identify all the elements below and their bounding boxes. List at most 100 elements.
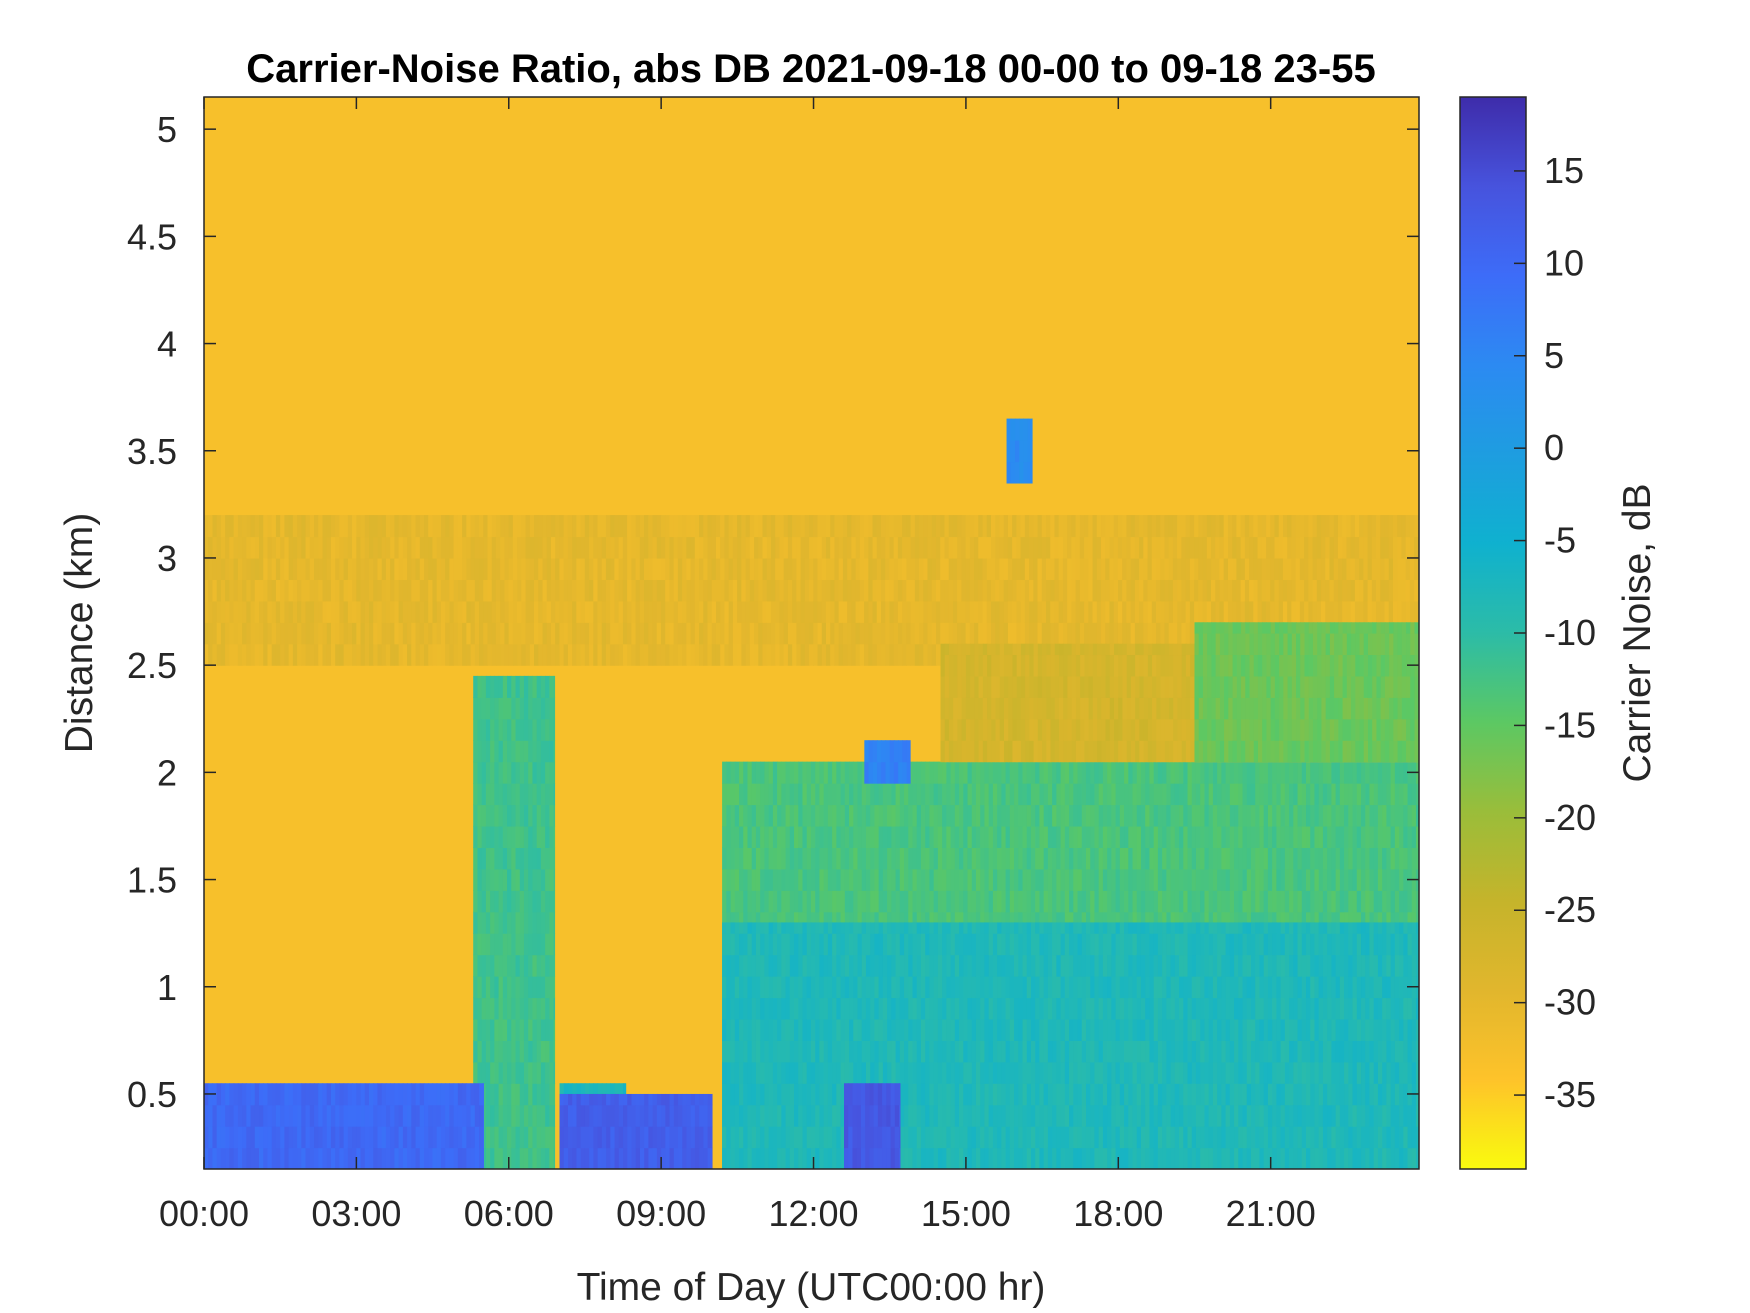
heatmap-cell — [1249, 600, 1254, 623]
heatmap-cell — [770, 579, 776, 602]
heatmap-cell — [1187, 783, 1193, 806]
heatmap-cell — [849, 847, 854, 870]
heatmap-cell — [768, 868, 774, 891]
heatmap-cell — [1079, 579, 1085, 602]
heatmap-cell — [1140, 847, 1146, 870]
heatmap-cell — [813, 515, 819, 538]
heatmap-cell — [1295, 557, 1301, 580]
heatmap-cell — [732, 600, 738, 623]
heatmap-cell — [1250, 847, 1256, 870]
heatmap-cell — [481, 783, 487, 806]
heatmap-cell — [764, 804, 770, 827]
heatmap-cell — [1329, 557, 1335, 580]
heatmap-cell — [381, 643, 387, 666]
heatmap-cell — [775, 622, 781, 645]
heatmap-cell — [477, 697, 483, 720]
heatmap-cell — [895, 804, 901, 827]
heatmap-cell — [1409, 600, 1415, 623]
heatmap-cell — [1119, 761, 1125, 784]
heatmap-cell — [732, 515, 738, 538]
heatmap-cell — [473, 718, 479, 741]
heatmap-cell — [1274, 536, 1280, 559]
heatmap-cell — [1117, 622, 1123, 645]
heatmap-cell — [259, 557, 264, 580]
heatmap-cell — [980, 825, 986, 848]
heatmap-cell — [724, 600, 730, 623]
heatmap-cell — [734, 825, 740, 848]
heatmap-cell — [1012, 557, 1017, 580]
heatmap-cell — [559, 536, 565, 559]
heatmap-cell — [407, 600, 412, 623]
heatmap-cell — [963, 847, 969, 870]
heatmap-cell — [806, 847, 812, 870]
heatmap-cell — [847, 643, 852, 666]
heatmap-cell — [904, 847, 909, 870]
heatmap-cell — [402, 622, 408, 645]
heatmap-cell — [314, 622, 319, 645]
heatmap-cell — [1242, 847, 1248, 870]
heatmap-cell — [844, 847, 850, 870]
heatmap-cell — [952, 557, 958, 580]
heatmap-cell — [1380, 579, 1386, 602]
heatmap-cell — [1009, 890, 1015, 913]
heatmap-cell — [690, 643, 696, 666]
heatmap-cell — [800, 515, 806, 538]
heatmap-cell — [1128, 804, 1134, 827]
heatmap-cell — [635, 515, 641, 538]
heatmap-cell — [481, 933, 487, 956]
heatmap-cell — [754, 579, 759, 602]
heatmap-cell — [872, 515, 878, 538]
heatmap-cell — [1130, 622, 1136, 645]
heatmap-cell — [1003, 600, 1009, 623]
heatmap-cell — [549, 740, 555, 763]
heatmap-cell — [398, 643, 404, 666]
heatmap-cell — [330, 515, 336, 538]
heatmap-cell — [523, 783, 529, 806]
heatmap-cell — [618, 622, 624, 645]
heatmap-cell — [326, 579, 332, 602]
heatmap-cell — [1238, 783, 1244, 806]
heatmap-cell — [424, 536, 429, 559]
heatmap-cell — [804, 643, 810, 666]
heatmap-cell — [343, 622, 349, 645]
heatmap-cell — [823, 825, 829, 848]
heatmap-cell — [1136, 890, 1142, 913]
heatmap-cell — [474, 557, 480, 580]
heatmap-cell — [532, 976, 538, 999]
heatmap-cell — [1109, 579, 1115, 602]
heatmap-cell — [1187, 804, 1193, 827]
heatmap-cell — [385, 622, 391, 645]
heatmap-cell — [857, 825, 863, 848]
heatmap-cell — [851, 579, 857, 602]
heatmap-cell — [652, 600, 658, 623]
heatmap-cell — [545, 911, 550, 934]
heatmap-cell — [485, 997, 491, 1020]
heatmap-cell — [538, 579, 544, 602]
heatmap-cell — [507, 954, 512, 977]
heatmap-cell — [385, 600, 391, 623]
heatmap-cell — [536, 976, 542, 999]
heatmap-cell — [931, 536, 937, 559]
heatmap-cell — [789, 890, 795, 913]
heatmap-cell — [411, 643, 417, 666]
heatmap-cell — [1380, 515, 1386, 538]
heatmap-cell — [589, 515, 594, 538]
heatmap-cell — [821, 643, 827, 666]
heatmap-cell — [246, 536, 252, 559]
heatmap-cell — [842, 600, 848, 623]
heatmap-cell — [498, 1126, 504, 1149]
heatmap-cell — [532, 1104, 538, 1127]
heatmap-cell — [385, 643, 391, 666]
heatmap-cell — [865, 825, 871, 848]
heatmap-cell — [648, 600, 654, 623]
heatmap-cell — [1009, 847, 1015, 870]
heatmap-cell — [741, 622, 747, 645]
heatmap-cell — [297, 515, 302, 538]
heatmap-cell — [1003, 536, 1009, 559]
heatmap-cell — [1342, 579, 1348, 602]
heatmap-cell — [864, 536, 869, 559]
heatmap-cell — [1124, 804, 1129, 827]
heatmap-cell — [1003, 557, 1009, 580]
heatmap-cell — [707, 515, 713, 538]
heatmap-cell — [1187, 847, 1193, 870]
